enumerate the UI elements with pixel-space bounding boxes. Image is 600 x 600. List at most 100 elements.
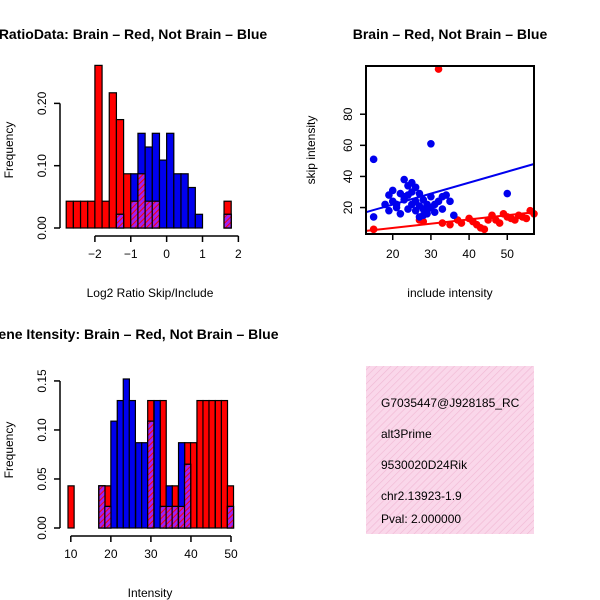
- ratio-bar-notbrain-9: [187, 186, 196, 229]
- scatter-point-blue-1: [369, 213, 378, 221]
- scatter-point-blue-3: [385, 206, 393, 215]
- ratio-x-tick-label-4: 2: [235, 247, 242, 261]
- scatter-marks: [365, 65, 538, 235]
- intensity-bar-overlap-5: [165, 505, 173, 529]
- ratio-bar-overlap-7: [115, 213, 125, 229]
- ratio-bar-brain-2: [79, 200, 89, 229]
- ratio-bar-brain-7: [115, 118, 125, 229]
- ratio-y-tick-label-1: 0.10: [35, 154, 49, 178]
- ratio-bar-overlap-12: [151, 200, 161, 229]
- scatter-y-tick-label-1: 40: [341, 169, 355, 183]
- intensity-bar-brain-9: [189, 442, 198, 529]
- scatter-point-blue-41: [411, 183, 420, 192]
- intensity-y-tick-label-0: 0.00: [35, 516, 49, 540]
- ratio-bar-overlap-10: [137, 173, 146, 229]
- scatter-x-tick-label-3: 50: [501, 247, 515, 261]
- intensity-x-tick-label-1: 20: [104, 547, 118, 561]
- intensity-bar-notbrain-6: [135, 442, 143, 529]
- ratio-bar-brain-6: [108, 92, 118, 229]
- ratio-bar-notbrain-5: [158, 159, 168, 229]
- intensity-bar-notbrain-2: [110, 420, 118, 529]
- scatter-point-blue-39: [450, 211, 458, 220]
- scatter-point-blue-38: [446, 197, 454, 206]
- intensity-bar-brain-10: [196, 399, 204, 529]
- scatter-point-blue-43: [503, 189, 512, 198]
- ratio-bar-brain-1: [72, 200, 82, 229]
- intensity-bar-notbrain-9: [153, 399, 161, 529]
- scatter-title: Brain – Red, Not Brain – Blue: [353, 26, 548, 42]
- scatter-y-tick-label-3: 80: [341, 107, 355, 121]
- scatter-panel: Brain – Red, Not Brain – Blue 20 30 40 5020…: [304, 26, 547, 300]
- scatter-point-blue-10: [400, 175, 408, 184]
- intensity-bar-brain-12: [208, 399, 216, 529]
- scatter-point-blue-40: [400, 192, 408, 201]
- scatter-y-tick-label-0: 20: [341, 201, 355, 215]
- intensity-x-tick-label-2: 30: [144, 547, 158, 561]
- scatter-point-blue-8: [396, 209, 405, 218]
- ratio-bar-notbrain-7: [173, 173, 182, 229]
- intensity-bar-notbrain-3: [116, 399, 124, 529]
- scatter-point-blue-0: [369, 155, 378, 164]
- scatter-ylabel: skip intensity: [304, 116, 318, 185]
- intensity-bar-overlap-4: [159, 505, 167, 529]
- scatter-fit-line-blue: [365, 163, 535, 214]
- intensity-histogram-bars: [67, 378, 235, 529]
- intensity-histogram-panel: Gene Itensity: Brain – Red, Not Brain – …: [0, 326, 279, 600]
- scatter-x-tick-label-2: 40: [462, 247, 476, 261]
- ratio-histogram-ylabel: Frequency: [2, 122, 16, 179]
- scatter-point-red-14: [495, 219, 504, 227]
- ratio-bar-brain-8: [122, 173, 132, 229]
- info-gene-name: 9530020D24Rik: [381, 458, 468, 472]
- ratio-x-tick-label-1: −1: [124, 247, 138, 261]
- ratio-histogram-panel: RatioData: Brain – Red, Not Brain – Blue…: [0, 26, 267, 300]
- scatter-plot-frame: [365, 65, 535, 235]
- intensity-bar-notbrain-4: [122, 378, 130, 529]
- ratio-bar-notbrain-6: [166, 132, 175, 229]
- scatter-x-tick-label-1: 30: [424, 247, 438, 261]
- scatter-axes: 20 30 40 50 20 40 60 80: [341, 107, 514, 261]
- intensity-bar-overlap-3: [147, 420, 155, 529]
- ratio-bar-overlap-9: [130, 200, 139, 229]
- scatter-point-blue-32: [430, 208, 439, 217]
- intensity-bar-overlap-8: [183, 463, 192, 529]
- intensity-y-tick-label-1: 0.05: [35, 467, 49, 491]
- scatter-point-blue-5: [388, 186, 397, 195]
- scatter-point-blue-37: [442, 191, 450, 199]
- scatter-x-tick-label-0: 20: [386, 247, 400, 261]
- intensity-histogram-axes: 10 20 30 40 50 0.00 0.05 0.10 0.15: [35, 369, 238, 561]
- ratio-x-tick-label-3: 1: [199, 247, 206, 261]
- info-location: chr2.13923-1.9: [381, 489, 462, 503]
- intensity-bar-brain-0: [67, 485, 75, 529]
- info-event-type: alt3Prime: [381, 427, 432, 441]
- ratio-bar-brain-5: [101, 200, 110, 229]
- scatter-xlabel: include intensity: [407, 286, 492, 300]
- intensity-bar-brain-14: [220, 399, 229, 529]
- ratio-y-tick-label-2: 0.20: [35, 91, 49, 115]
- ratio-x-tick-label-2: 0: [163, 247, 170, 261]
- intensity-y-tick-label-2: 0.10: [35, 418, 49, 442]
- scatter-y-tick-label-2: 60: [341, 138, 355, 152]
- intensity-x-tick-label-0: 10: [64, 547, 78, 561]
- ratio-bar-brain-3: [87, 200, 96, 229]
- intensity-histogram-ylabel: Frequency: [2, 422, 16, 479]
- intensity-bar-brain-11: [202, 399, 210, 529]
- ratio-bar-overlap-11: [144, 200, 153, 229]
- scatter-point-red-20: [522, 214, 531, 223]
- ratio-histogram-bars: [65, 64, 232, 229]
- scatter-point-red-10: [480, 225, 489, 234]
- intensity-bar-overlap-15: [226, 505, 235, 529]
- ratio-bar-brain-0: [65, 200, 74, 229]
- info-panel-background: [366, 366, 534, 534]
- ratio-bar-overlap-13: [223, 213, 232, 229]
- intensity-x-tick-label-4: 50: [224, 547, 238, 561]
- scatter-fit-line-red: [365, 211, 535, 232]
- intensity-y-tick-label-3: 0.15: [35, 369, 49, 393]
- intensity-bar-notbrain-7: [141, 442, 149, 529]
- intensity-bar-overlap-1: [98, 485, 106, 529]
- info-pval: Pval: 2.000000: [381, 512, 461, 526]
- ratio-x-tick-label-0: −2: [88, 247, 102, 261]
- info-probe-id: G7035447@J928185_RC: [381, 396, 520, 410]
- intensity-bar-notbrain-5: [128, 399, 137, 529]
- info-panel: G7035447@J928185_RC alt3Prime 9530020D24…: [366, 366, 534, 534]
